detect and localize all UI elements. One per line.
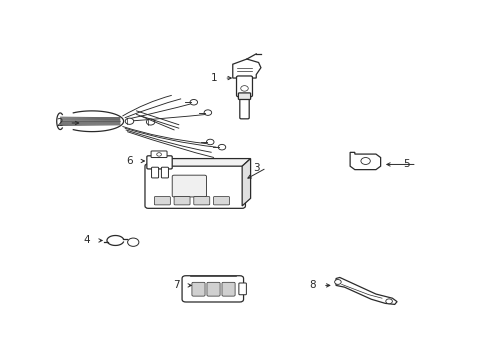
Text: 3: 3 [252, 163, 259, 173]
FancyBboxPatch shape [146, 156, 172, 169]
FancyBboxPatch shape [182, 276, 243, 302]
Polygon shape [335, 278, 396, 305]
Circle shape [190, 99, 197, 105]
Circle shape [385, 299, 391, 304]
Circle shape [127, 238, 139, 246]
Text: 2: 2 [56, 118, 62, 128]
FancyBboxPatch shape [222, 282, 235, 296]
FancyBboxPatch shape [154, 197, 170, 205]
Circle shape [146, 119, 155, 125]
FancyBboxPatch shape [206, 282, 220, 296]
Text: 7: 7 [173, 280, 180, 291]
FancyBboxPatch shape [236, 76, 252, 97]
FancyBboxPatch shape [174, 197, 190, 205]
Text: 6: 6 [126, 156, 133, 166]
Polygon shape [232, 59, 261, 78]
Circle shape [156, 153, 161, 156]
Circle shape [360, 158, 369, 165]
FancyBboxPatch shape [151, 167, 158, 178]
Text: 1: 1 [210, 73, 217, 83]
Circle shape [206, 139, 214, 145]
Circle shape [334, 279, 341, 284]
FancyBboxPatch shape [151, 151, 167, 158]
Polygon shape [349, 152, 380, 170]
FancyBboxPatch shape [191, 282, 204, 296]
Polygon shape [148, 158, 250, 166]
Text: 5: 5 [402, 159, 409, 170]
FancyBboxPatch shape [193, 197, 209, 205]
FancyBboxPatch shape [161, 167, 168, 178]
Circle shape [240, 86, 248, 91]
Circle shape [125, 118, 133, 124]
FancyBboxPatch shape [239, 94, 249, 119]
FancyBboxPatch shape [144, 164, 245, 208]
Circle shape [218, 144, 225, 150]
FancyBboxPatch shape [172, 175, 206, 197]
Circle shape [203, 110, 211, 115]
Text: 8: 8 [308, 280, 315, 291]
FancyBboxPatch shape [238, 93, 250, 99]
FancyBboxPatch shape [238, 283, 246, 295]
Polygon shape [242, 158, 250, 206]
Text: 4: 4 [84, 235, 90, 246]
FancyBboxPatch shape [213, 197, 229, 205]
